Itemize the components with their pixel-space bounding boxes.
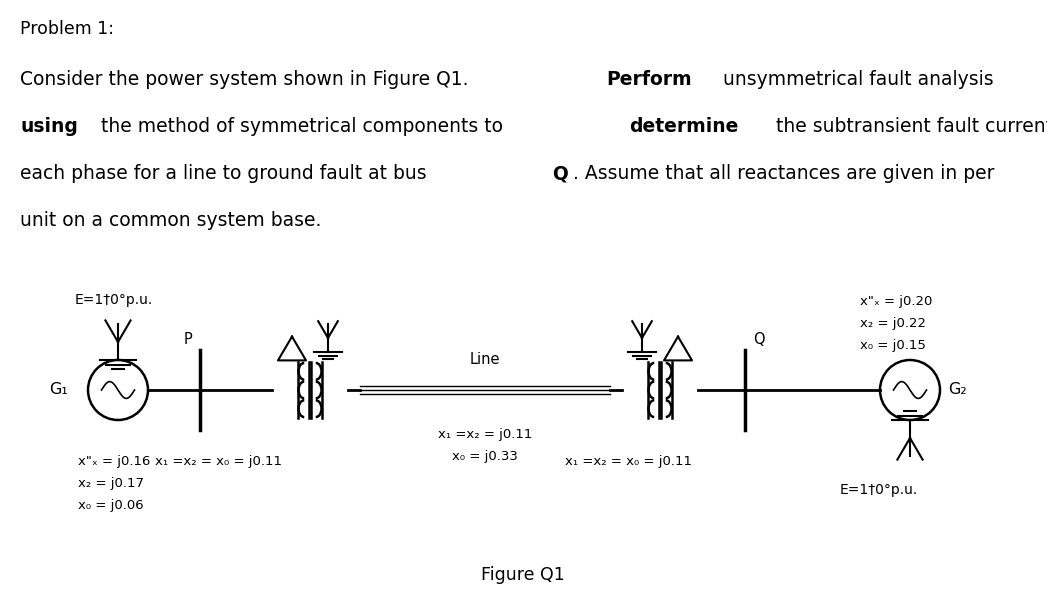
Text: Figure Q1: Figure Q1 [482,566,565,584]
Text: Perform: Perform [606,70,692,89]
Text: x₀ = j0.06: x₀ = j0.06 [77,499,143,512]
Text: x₁ =x₂ = j0.11: x₁ =x₂ = j0.11 [438,428,532,441]
Text: Q: Q [553,164,569,183]
Text: x"ₓ = j0.16: x"ₓ = j0.16 [77,455,151,468]
Text: x₀ = j0.33: x₀ = j0.33 [452,450,518,463]
Text: x₀ = j0.15: x₀ = j0.15 [860,339,926,352]
Text: Consider the power system shown in Figure Q1.: Consider the power system shown in Figur… [20,70,474,89]
Text: determine: determine [629,117,738,136]
Text: E=1†0°p.u.: E=1†0°p.u. [840,483,918,497]
Text: the method of symmetrical components to: the method of symmetrical components to [94,117,509,136]
Text: the subtransient fault current in: the subtransient fault current in [770,117,1047,136]
Text: x₁ =x₂ = x₀ = j0.11: x₁ =x₂ = x₀ = j0.11 [155,455,282,468]
Text: using: using [20,117,77,136]
Text: P: P [183,332,192,348]
Text: unit on a common system base.: unit on a common system base. [20,211,321,230]
Text: unsymmetrical fault analysis: unsymmetrical fault analysis [717,70,994,89]
Text: E=1†0°p.u.: E=1†0°p.u. [75,293,153,307]
Text: . Assume that all reactances are given in per: . Assume that all reactances are given i… [573,164,995,183]
Text: Problem 1:: Problem 1: [20,20,114,38]
Text: Q: Q [753,332,764,348]
Text: G₂: G₂ [948,382,966,398]
Text: each phase for a line to ground fault at bus: each phase for a line to ground fault at… [20,164,432,183]
Text: x"ₓ = j0.20: x"ₓ = j0.20 [860,295,933,308]
Text: Line: Line [470,353,500,367]
Text: x₂ = j0.22: x₂ = j0.22 [860,317,926,330]
Text: G₁: G₁ [49,382,68,398]
Text: x₂ = j0.17: x₂ = j0.17 [77,477,144,490]
Text: x₁ =x₂ = x₀ = j0.11: x₁ =x₂ = x₀ = j0.11 [565,455,692,468]
